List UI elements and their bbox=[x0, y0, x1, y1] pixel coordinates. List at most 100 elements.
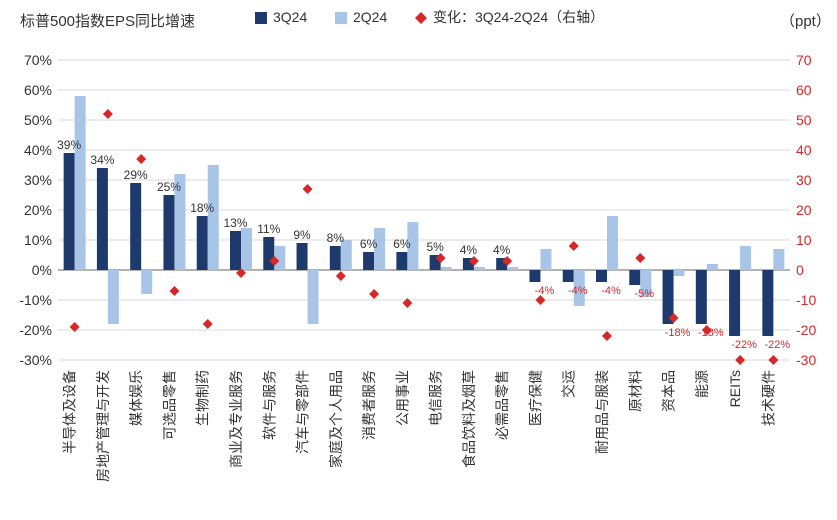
bar-neg-value-label: -4% bbox=[568, 285, 588, 297]
bar-3q24 bbox=[330, 246, 341, 270]
bar-2q24 bbox=[75, 96, 86, 270]
category-label: 公用事业 bbox=[394, 370, 410, 426]
y-left-tick-label: 20% bbox=[24, 202, 52, 218]
legend-swatch-3q24 bbox=[255, 12, 267, 24]
bar-value-label: 34% bbox=[90, 153, 114, 167]
bar-value-label: 6% bbox=[360, 237, 378, 251]
y-right-tick-label: 10 bbox=[796, 232, 812, 248]
y-right-tick-label: 30 bbox=[796, 172, 812, 188]
bar-2q24 bbox=[507, 267, 518, 270]
category-label: 必需品零售 bbox=[494, 370, 510, 440]
legend-label-2q24: 2Q24 bbox=[353, 9, 387, 25]
bar-neg-value-label: -18% bbox=[698, 327, 724, 339]
bar-3q24 bbox=[396, 252, 407, 270]
bar-2q24 bbox=[141, 270, 152, 294]
category-label: 耐用品与服装 bbox=[594, 370, 610, 454]
chart-title-right: （ppt） bbox=[780, 13, 831, 30]
bar-neg-value-label: -22% bbox=[765, 339, 791, 351]
bar-neg-value-label: -18% bbox=[665, 327, 691, 339]
bar-3q24 bbox=[97, 168, 108, 270]
category-label: 交运 bbox=[561, 370, 577, 398]
category-label: 半导体及设备 bbox=[62, 370, 78, 454]
bar-neg-value-label: -4% bbox=[601, 285, 621, 297]
y-left-tick-label: 70% bbox=[24, 52, 52, 68]
category-label: 软件与服务 bbox=[261, 370, 277, 440]
category-label: 食品饮料及烟草 bbox=[461, 370, 477, 468]
bar-value-label: 5% bbox=[426, 240, 444, 254]
bar-3q24 bbox=[130, 183, 141, 270]
bar-2q24 bbox=[208, 165, 219, 270]
bar-2q24 bbox=[474, 267, 485, 270]
category-label: 技术硬件 bbox=[760, 370, 776, 426]
category-label: 家庭及个人用品 bbox=[328, 370, 344, 468]
y-left-tick-label: 50% bbox=[24, 112, 52, 128]
category-label: 汽车与零部件 bbox=[295, 370, 311, 454]
category-label: 商业及专业服务 bbox=[228, 370, 244, 468]
category-label: 电信服务 bbox=[428, 370, 444, 426]
bar-neg-value-label: -4% bbox=[535, 285, 555, 297]
bar-2q24 bbox=[241, 228, 252, 270]
bar-value-label: 8% bbox=[327, 231, 345, 245]
bar-3q24 bbox=[230, 231, 241, 270]
change-diamond bbox=[103, 109, 113, 119]
category-label: 医疗保健 bbox=[527, 370, 543, 426]
bar-value-label: 9% bbox=[293, 228, 311, 242]
change-diamond bbox=[203, 319, 213, 329]
y-right-tick-label: 50 bbox=[796, 112, 812, 128]
bar-value-label: 29% bbox=[124, 168, 148, 182]
change-diamond bbox=[602, 331, 612, 341]
chart-title-left: 标普500指数EPS同比增速 bbox=[20, 13, 195, 30]
bar-3q24 bbox=[563, 270, 574, 282]
change-diamond bbox=[369, 289, 379, 299]
y-left-tick-label: 10% bbox=[24, 232, 52, 248]
bar-2q24 bbox=[707, 264, 718, 270]
bar-2q24 bbox=[607, 216, 618, 270]
category-label: 消费者服务 bbox=[361, 370, 377, 440]
y-left-tick-label: 30% bbox=[24, 172, 52, 188]
bar-3q24 bbox=[297, 243, 308, 270]
y-left-tick-label: -10% bbox=[19, 292, 52, 308]
bar-3q24 bbox=[596, 270, 607, 282]
y-left-tick-label: 40% bbox=[24, 142, 52, 158]
bar-value-label: 25% bbox=[157, 180, 181, 194]
change-diamond bbox=[735, 355, 745, 365]
y-left-tick-label: 0% bbox=[32, 262, 52, 278]
change-diamond bbox=[136, 154, 146, 164]
y-left-tick-label: 60% bbox=[24, 82, 52, 98]
change-diamond bbox=[336, 271, 346, 281]
category-label: REITs bbox=[727, 370, 743, 407]
bar-value-label: 4% bbox=[460, 243, 478, 257]
legend-label-change: 变化：3Q24-2Q24（右轴） bbox=[433, 9, 604, 25]
change-diamond bbox=[635, 253, 645, 263]
legend-swatch-change bbox=[415, 12, 427, 24]
bar-value-label: 11% bbox=[257, 222, 280, 236]
bar-3q24 bbox=[696, 270, 707, 324]
y-right-tick-label: 40 bbox=[796, 142, 812, 158]
bar-3q24 bbox=[197, 216, 208, 270]
bar-3q24 bbox=[64, 153, 75, 270]
change-diamond bbox=[303, 184, 313, 194]
legend-label-3q24: 3Q24 bbox=[273, 9, 307, 25]
bar-2q24 bbox=[308, 270, 319, 324]
bar-neg-value-label: -5% bbox=[634, 288, 654, 300]
bar-2q24 bbox=[674, 270, 685, 276]
category-label: 资本品 bbox=[661, 370, 677, 412]
chart-svg: -30%-30-20%-20-10%-100%010%1020%2030%304… bbox=[0, 0, 837, 520]
category-label: 房地产管理与开发 bbox=[95, 370, 111, 482]
y-right-tick-label: 70 bbox=[796, 52, 812, 68]
change-diamond bbox=[768, 355, 778, 365]
y-right-tick-label: -30 bbox=[796, 352, 816, 368]
legend-swatch-2q24 bbox=[335, 12, 347, 24]
y-right-tick-label: -20 bbox=[796, 322, 816, 338]
eps-growth-chart: -30%-30-20%-20-10%-100%010%1020%2030%304… bbox=[0, 0, 837, 520]
y-left-tick-label: -20% bbox=[19, 322, 52, 338]
category-label: 可选品零售 bbox=[161, 370, 177, 440]
bar-value-label: 18% bbox=[190, 201, 214, 215]
category-label: 生物制药 bbox=[195, 370, 211, 426]
bar-3q24 bbox=[263, 237, 274, 270]
bar-2q24 bbox=[773, 249, 784, 270]
y-right-tick-label: -10 bbox=[796, 292, 816, 308]
bar-2q24 bbox=[540, 249, 551, 270]
bar-2q24 bbox=[441, 267, 452, 270]
bar-3q24 bbox=[629, 270, 640, 285]
